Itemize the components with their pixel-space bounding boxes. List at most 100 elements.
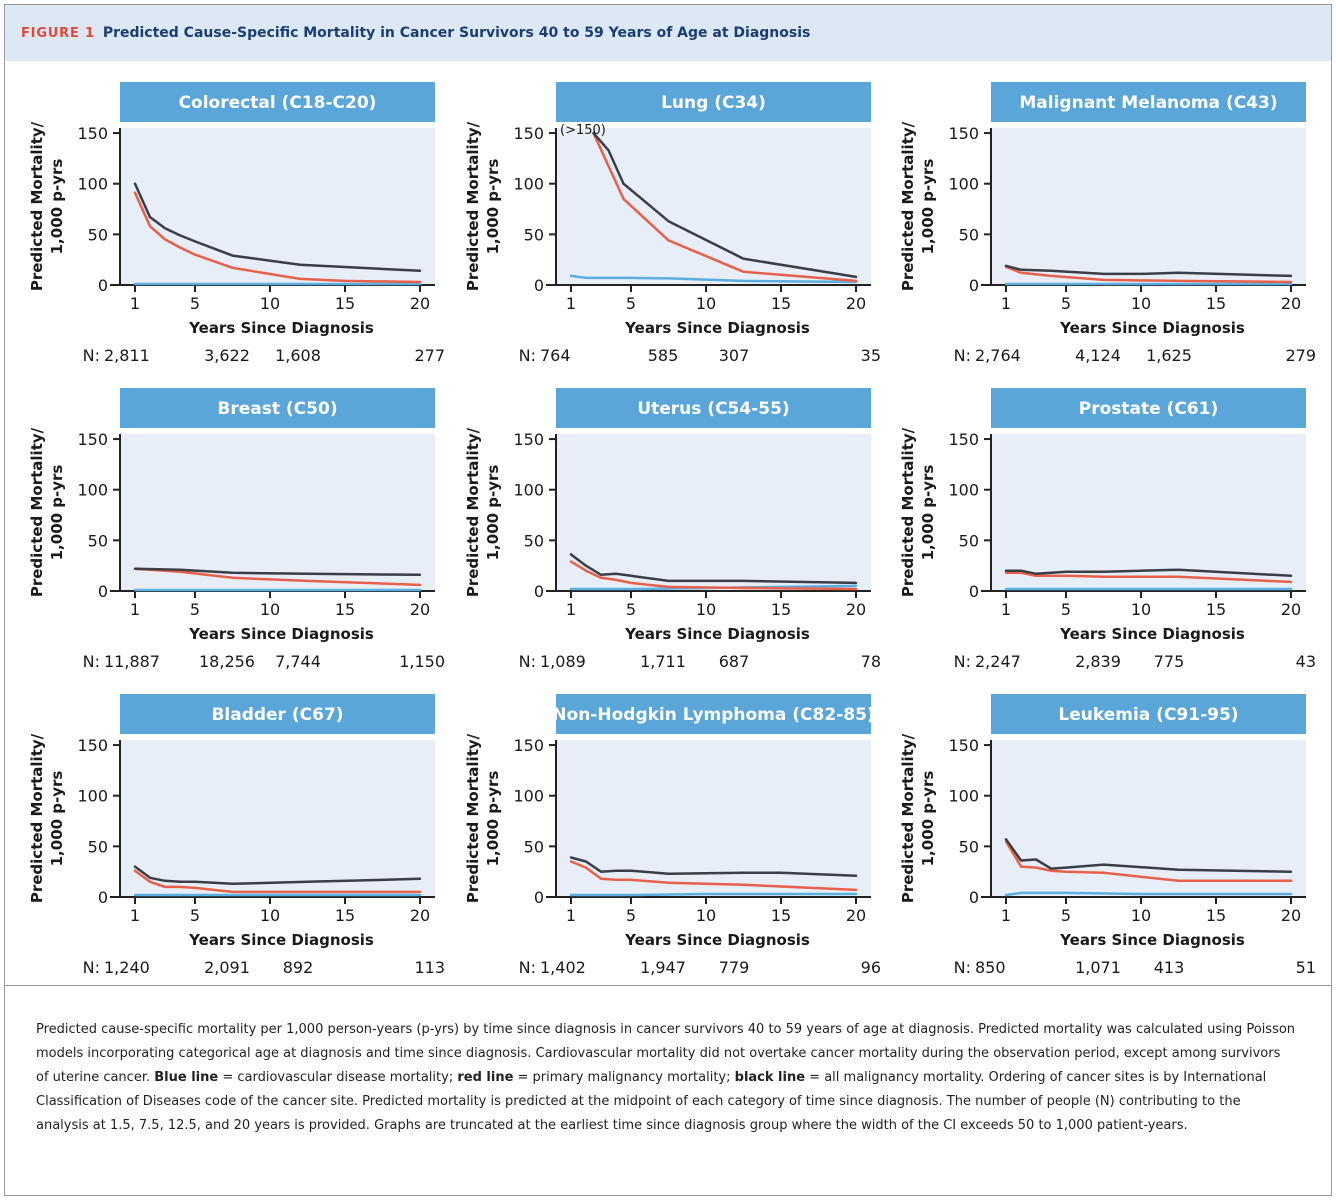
panel-title: Prostate (C61)	[1079, 399, 1219, 419]
panel-title: Malignant Melanoma (C43)	[1019, 93, 1277, 113]
y-tick-label: 100	[77, 175, 108, 194]
x-tick-label: 20	[1281, 294, 1301, 313]
n-value: 687	[719, 652, 750, 671]
y-axis-label-line2: 1,000 p-yrs	[484, 465, 502, 561]
x-tick-label: 10	[696, 600, 716, 619]
figure-label: FIGURE 1	[21, 25, 95, 41]
y-tick-label: 150	[77, 124, 108, 143]
y-tick-label: 0	[534, 582, 544, 601]
series-line-all-malignancy	[133, 182, 422, 273]
y-tick-label: 150	[513, 430, 544, 449]
x-tick-label: 20	[1281, 906, 1301, 925]
panel-title: Uterus (C54-55)	[637, 399, 789, 419]
y-tick-label: 0	[969, 888, 979, 907]
x-axis-label: Years Since Diagnosis	[624, 625, 810, 643]
y-tick-label: 50	[524, 531, 544, 550]
panel-header	[991, 694, 1306, 734]
series-line-primary	[133, 567, 422, 587]
x-axis-label: Years Since Diagnosis	[624, 931, 810, 949]
x-tick-label: 10	[696, 906, 716, 925]
y-tick-label: 150	[513, 124, 544, 143]
n-value: 2,091	[204, 958, 250, 977]
series-line-all-malignancy	[133, 567, 422, 577]
x-tick-label: 5	[190, 600, 200, 619]
plot-area	[120, 434, 435, 591]
figure-title: Predicted Cause-Specific Mortality in Ca…	[102, 25, 811, 41]
series-line-cardiovascular	[1004, 891, 1293, 897]
y-axis-label-line2: 1,000 p-yrs	[919, 465, 937, 561]
y-axis-label: Predicted Mortality/1,000 p-yrs	[28, 121, 66, 291]
n-prefix: N:	[519, 346, 536, 365]
y-axis-label-line2: 1,000 p-yrs	[484, 159, 502, 255]
y-axis-label-line2: 1,000 p-yrs	[48, 159, 66, 255]
y-tick-label: 150	[948, 736, 979, 755]
panel-header	[556, 388, 871, 428]
n-value: 78	[861, 652, 881, 671]
y-axis-label: Predicted Mortality/1,000 p-yrs	[899, 121, 937, 291]
n-value: 2,247	[975, 652, 1021, 671]
n-value: 764	[540, 346, 571, 365]
caption-black-label: black line	[734, 1070, 806, 1085]
x-tick-label: 15	[335, 294, 355, 313]
y-tick-label: 100	[77, 787, 108, 806]
plot-area	[120, 128, 435, 285]
n-value: 51	[1296, 958, 1316, 977]
x-axis-label: Years Since Diagnosis	[624, 319, 810, 337]
y-tick-label: 100	[948, 481, 979, 500]
caption-red-text: = primary malignancy mortality;	[513, 1070, 735, 1085]
x-tick-label: 20	[1281, 600, 1301, 619]
series-line-primary	[133, 191, 422, 284]
n-value: 1,947	[640, 958, 686, 977]
y-axis-label-line1: Predicted Mortality/	[464, 121, 482, 291]
y-axis-label: Predicted Mortality/1,000 p-yrs	[28, 427, 66, 597]
n-value: 307	[719, 346, 750, 365]
n-value: 775	[1154, 652, 1185, 671]
x-tick-label: 1	[130, 600, 140, 619]
figure-caption: Predicted cause-specific mortality per 1…	[36, 1018, 1296, 1138]
y-tick-label: 100	[513, 787, 544, 806]
n-value: 1,625	[1146, 346, 1192, 365]
series-line-all-malignancy	[569, 856, 858, 877]
x-tick-label: 20	[410, 294, 430, 313]
y-tick-label: 0	[534, 276, 544, 295]
n-prefix: N:	[954, 958, 971, 977]
x-tick-label: 15	[1206, 294, 1226, 313]
x-tick-label: 10	[1131, 600, 1151, 619]
panel-title: Bladder (C67)	[211, 705, 343, 725]
y-tick-label: 100	[513, 481, 544, 500]
y-tick-label: 50	[959, 225, 979, 244]
y-tick-label: 0	[534, 888, 544, 907]
n-prefix: N:	[83, 346, 100, 365]
caption-blue-label: Blue line	[154, 1070, 219, 1085]
y-axis-label: Predicted Mortality/1,000 p-yrs	[899, 733, 937, 903]
x-tick-label: 20	[846, 600, 866, 619]
y-axis-label: Predicted Mortality/1,000 p-yrs	[28, 733, 66, 903]
n-value: 2,764	[975, 346, 1021, 365]
y-tick-label: 100	[77, 481, 108, 500]
n-value: 7,744	[275, 652, 321, 671]
plot-area	[991, 128, 1306, 285]
y-axis-label-line2: 1,000 p-yrs	[919, 159, 937, 255]
series-line-all-malignancy	[1004, 838, 1293, 873]
panel-title: Leukemia (C91-95)	[1058, 705, 1238, 725]
n-value: 113	[414, 958, 445, 977]
series-line-all-malignancy	[569, 553, 858, 585]
x-tick-label: 5	[1061, 906, 1071, 925]
x-tick-label: 10	[260, 294, 280, 313]
y-tick-label: 0	[969, 276, 979, 295]
panel-header	[556, 694, 871, 734]
n-value: 779	[719, 958, 750, 977]
series-line-all-malignancy	[592, 131, 858, 279]
y-axis-label-line2: 1,000 p-yrs	[484, 771, 502, 867]
x-tick-label: 15	[1206, 600, 1226, 619]
series-line-all-malignancy	[133, 865, 422, 886]
figure-header: FIGURE 1 Predicted Cause-Specific Mortal…	[5, 5, 1331, 61]
series-line-primary	[1004, 840, 1293, 883]
series-line-primary	[1004, 265, 1293, 284]
caption-divider	[4, 985, 1332, 986]
x-tick-label: 1	[566, 600, 576, 619]
n-value: 1,402	[540, 958, 586, 977]
